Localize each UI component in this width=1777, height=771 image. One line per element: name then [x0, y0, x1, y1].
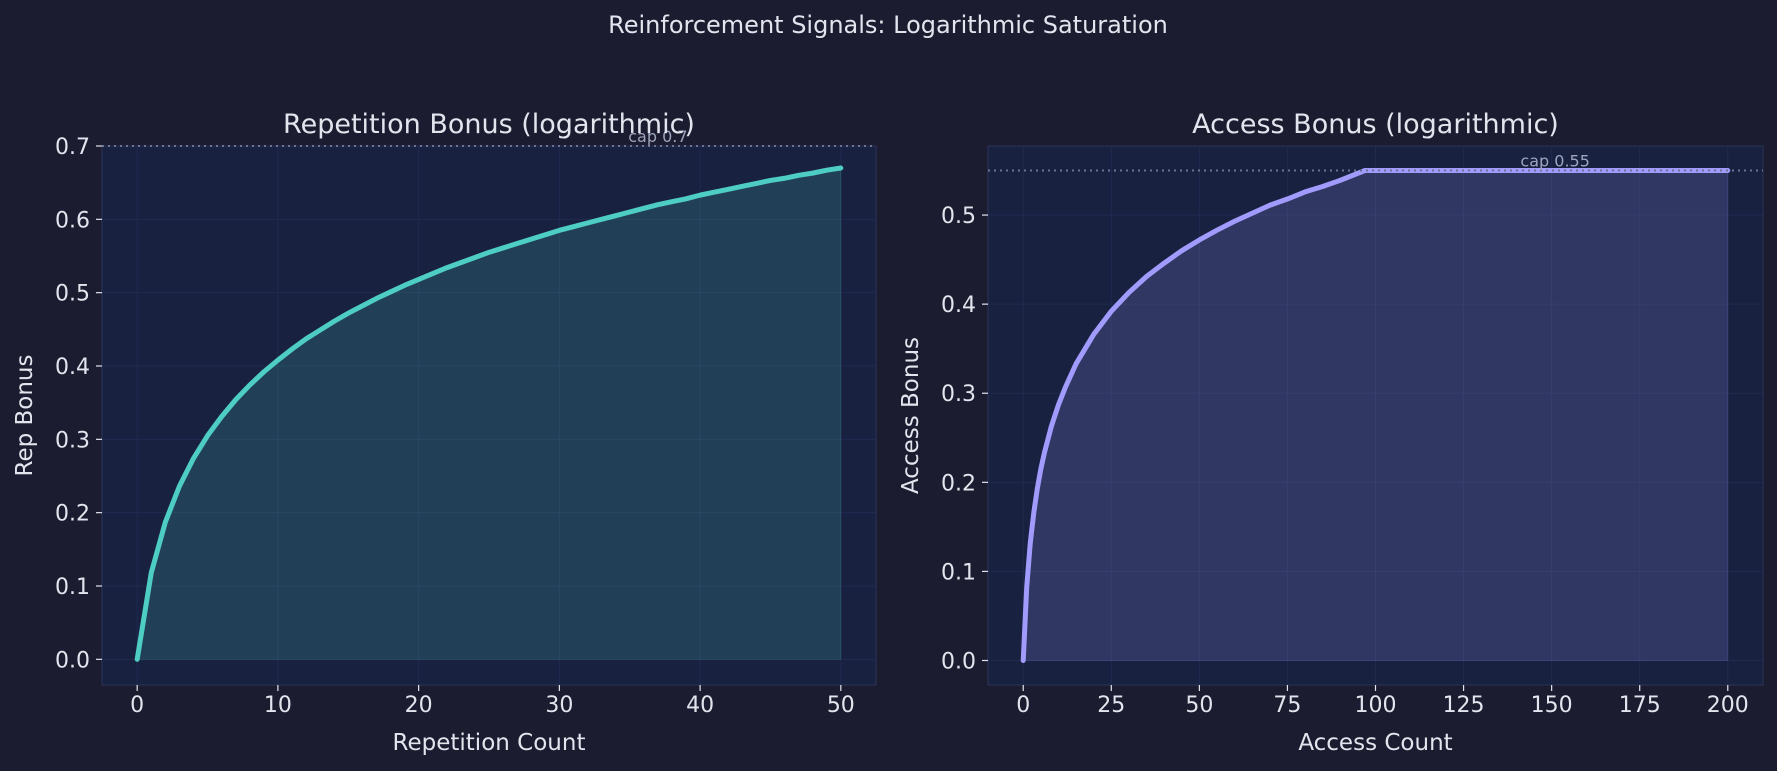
y-tick-label: 0.1 — [941, 560, 976, 585]
chart-title: Repetition Bonus (logarithmic) — [283, 109, 695, 140]
x-tick-label: 175 — [1619, 693, 1661, 718]
x-tick-label: 20 — [405, 693, 433, 718]
y-tick-label: 0.5 — [55, 282, 90, 307]
y-axis-label: Access Bonus — [898, 337, 924, 494]
y-axis-label: Rep Bonus — [12, 355, 38, 477]
x-tick-label: 10 — [264, 693, 292, 718]
x-tick-label: 25 — [1097, 693, 1125, 718]
y-tick-label: 0.0 — [941, 650, 976, 675]
cap-label: cap 0.7 — [628, 127, 687, 146]
x-tick-label: 30 — [545, 693, 573, 718]
repetition-bonus-chart: cap 0.7 0 10 20 30 40 50 0.0 0.1 0.2 0.3 0.4 0.5 0.6 0… — [12, 109, 877, 756]
figure-suptitle: Reinforcement Signals: Logarithmic Satur… — [608, 11, 1168, 39]
y-tick-label: 0.0 — [55, 648, 90, 673]
x-tick-label: 0 — [130, 693, 144, 718]
x-tick-label: 100 — [1355, 693, 1397, 718]
access-bonus-chart: cap 0.55 0 25 50 75 100 125 150 175 200 0.0 0.1 0.2 0… — [898, 109, 1764, 756]
series-line — [134, 165, 844, 662]
x-axis-label: Access Count — [1298, 730, 1452, 756]
x-axis-label: Repetition Count — [393, 730, 586, 756]
y-tick-label: 0.2 — [941, 471, 976, 496]
chart-title: Access Bonus (logarithmic) — [1192, 109, 1559, 140]
y-tick-label: 0.1 — [55, 575, 90, 600]
x-tick-label: 50 — [827, 693, 855, 718]
cap-label: cap 0.55 — [1520, 152, 1589, 171]
y-tick-label: 0.5 — [941, 204, 976, 229]
plot-area — [101, 145, 877, 686]
x-tick-label: 40 — [686, 693, 714, 718]
x-tick-label: 0 — [1016, 693, 1030, 718]
x-tick-label: 125 — [1443, 693, 1485, 718]
y-tick-label: 0.6 — [55, 208, 90, 233]
y-tick-label: 0.2 — [55, 502, 90, 527]
x-tick-label: 200 — [1707, 693, 1749, 718]
y-tick-label: 0.7 — [55, 135, 90, 160]
x-tick-label: 150 — [1531, 693, 1573, 718]
y-tick-label: 0.3 — [55, 428, 90, 453]
y-tick-label: 0.3 — [941, 382, 976, 407]
x-tick-label: 50 — [1185, 693, 1213, 718]
y-tick-label: 0.4 — [941, 293, 976, 318]
x-tick-label: 75 — [1273, 693, 1301, 718]
y-tick-label: 0.4 — [55, 355, 90, 380]
